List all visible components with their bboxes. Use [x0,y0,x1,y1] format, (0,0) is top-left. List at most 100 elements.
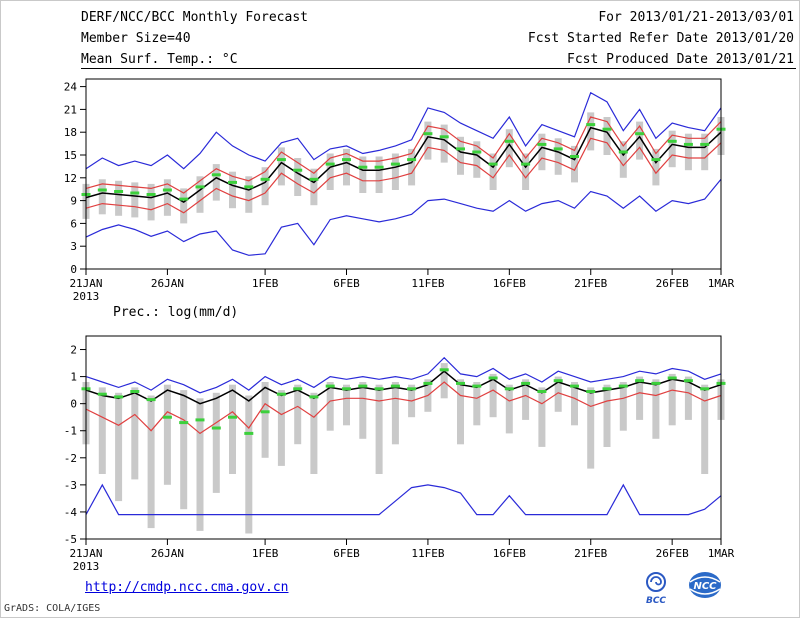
ensemble-spread-bar [489,373,497,418]
ensemble-spread-bar [538,387,546,447]
ensemble-spread-bar [571,382,578,426]
series-lower-line [85,137,722,214]
ensemble-spread-bar [603,117,611,155]
x-tick-label: 21JAN [69,277,102,290]
ensemble-spread-bar [473,382,481,426]
y-tick-label: -4 [64,506,78,519]
x-tick-label: 1MAR [708,277,735,290]
ensemble-spread-bar [343,148,350,186]
series-lower-line [85,381,722,435]
temp-chart-title: Mean Surf. Temp.: °C [81,52,238,67]
x-tick-label: 16FEB [493,277,526,290]
ensemble-spread-bar [424,121,432,160]
ensemble-spread-bar [489,153,497,190]
x-tick-label: 1MAR [708,547,735,560]
ensemble-spread-bar [440,124,448,163]
ensemble-spread-bar [326,382,334,431]
y-tick-label: -3 [64,479,77,492]
x-tick-label: 26JAN [151,547,184,560]
x-tick-label: 26JAN [151,277,184,290]
ensemble-spread-bar [505,129,513,168]
ncc-logo: NCC [689,572,721,598]
ensemble-spread-bar [212,164,220,201]
ensemble-spread-bar [229,171,236,209]
ensemble-spread-bar [163,384,171,485]
x-tick-label: 21FEB [574,277,607,290]
ensemble-spread-bar [457,136,464,175]
header-left: DERF/NCC/BCC Monthly Forecast Member Siz… [81,7,308,70]
series-upper-line [85,116,722,194]
ncc-logo-label: NCC [693,581,717,592]
ensemble-spread-bar [261,382,269,458]
ensemble-spread-bar [391,382,399,445]
y-tick-label: -5 [64,533,77,546]
fcst-produced-date-label: Fcst Produced Date 2013/01/21 [567,52,794,67]
y-tick-label: -1 [64,425,77,438]
series-median-line [85,370,722,405]
y-tick-label: -2 [64,452,77,465]
ensemble-spread-bar [522,153,530,190]
y-tick-label: 3 [70,240,77,253]
x-tick-label: 16FEB [493,547,526,560]
ensemble-spread-bar [147,395,155,529]
ensemble-spread-bar [212,392,220,493]
source-url-link[interactable]: http://cmdp.ncc.cma.gov.cn [85,580,289,595]
x-tick-label: 6FEB [333,547,360,560]
bcc-logo: BCC [646,572,666,605]
ensemble-spread-bar [505,384,513,434]
y-tick-label: 12 [64,172,77,185]
ensemble-spread-bar [115,392,123,502]
ensemble-spread-bar [261,167,269,206]
member-size-label: Member Size=40 [81,31,191,46]
header-right: For 2013/01/21-2013/03/01 Fcst Started R… [528,7,794,70]
x-tick-label: 1FEB [252,547,279,560]
grads-credit: GrADS: COLA/IGES [4,603,101,614]
series-median-line [85,126,722,203]
ensemble-spread-bar [636,376,644,420]
ensemble-spread-bar [196,176,204,213]
ensemble-spread-bar [538,133,546,171]
ensemble-spread-bar [391,153,399,190]
ensemble-spread-bar [310,168,318,206]
ensemble-spread-bar [245,395,253,534]
series-max-line [85,91,722,170]
ensemble-spread-bar [619,141,627,178]
x-year-label: 2013 [73,560,100,573]
y-tick-label: 1 [70,371,77,384]
ensemble-spread-bar [652,379,660,439]
forecast-period-label: For 2013/01/21-2013/03/01 [598,10,794,25]
ensemble-spread-bar [180,188,188,224]
ensemble-spread-bar [359,382,367,439]
plot-frame [85,78,722,270]
ensemble-spread-bar [457,379,464,445]
x-tick-label: 1FEB [252,277,279,290]
ensemble-spread-bar [196,398,204,531]
ensemble-spread-bar [98,387,106,474]
ensemble-spread-bar [131,182,139,218]
series-max-line [85,356,722,394]
ensemble-spread-bar [147,183,155,221]
ensemble-spread-bar [375,384,383,474]
y-tick-label: 24 [64,81,78,94]
ensemble-spread-bar [684,133,692,171]
y-tick-label: 9 [70,195,77,208]
ncc-logo-arc-bottom [689,588,721,595]
bcc-logo-label: BCC [646,596,666,605]
prec-chart-title: Prec.: log(mm/d) [113,305,239,320]
ensemble-spread-bar [619,382,627,431]
ensemble-spread-bar [294,158,302,196]
x-tick-label: 11FEB [411,277,444,290]
ensemble-spread-bar [277,390,285,466]
ensemble-spread-bar [359,156,367,193]
fcst-start-date-label: Fcst Started Refer Date 2013/01/20 [527,31,794,46]
ensemble-spread-bar [375,156,383,193]
ensemble-spread-bar [440,363,448,399]
ensemble-spread-bar [326,153,334,190]
ensemble-spread-bar [636,121,644,160]
ncc-logo-arc-top [689,576,721,583]
x-tick-label: 21FEB [574,547,607,560]
ensemble-spread-bar [587,112,595,151]
ensemble-spread-bar [343,384,350,426]
ensemble-spread-bar [115,180,123,216]
